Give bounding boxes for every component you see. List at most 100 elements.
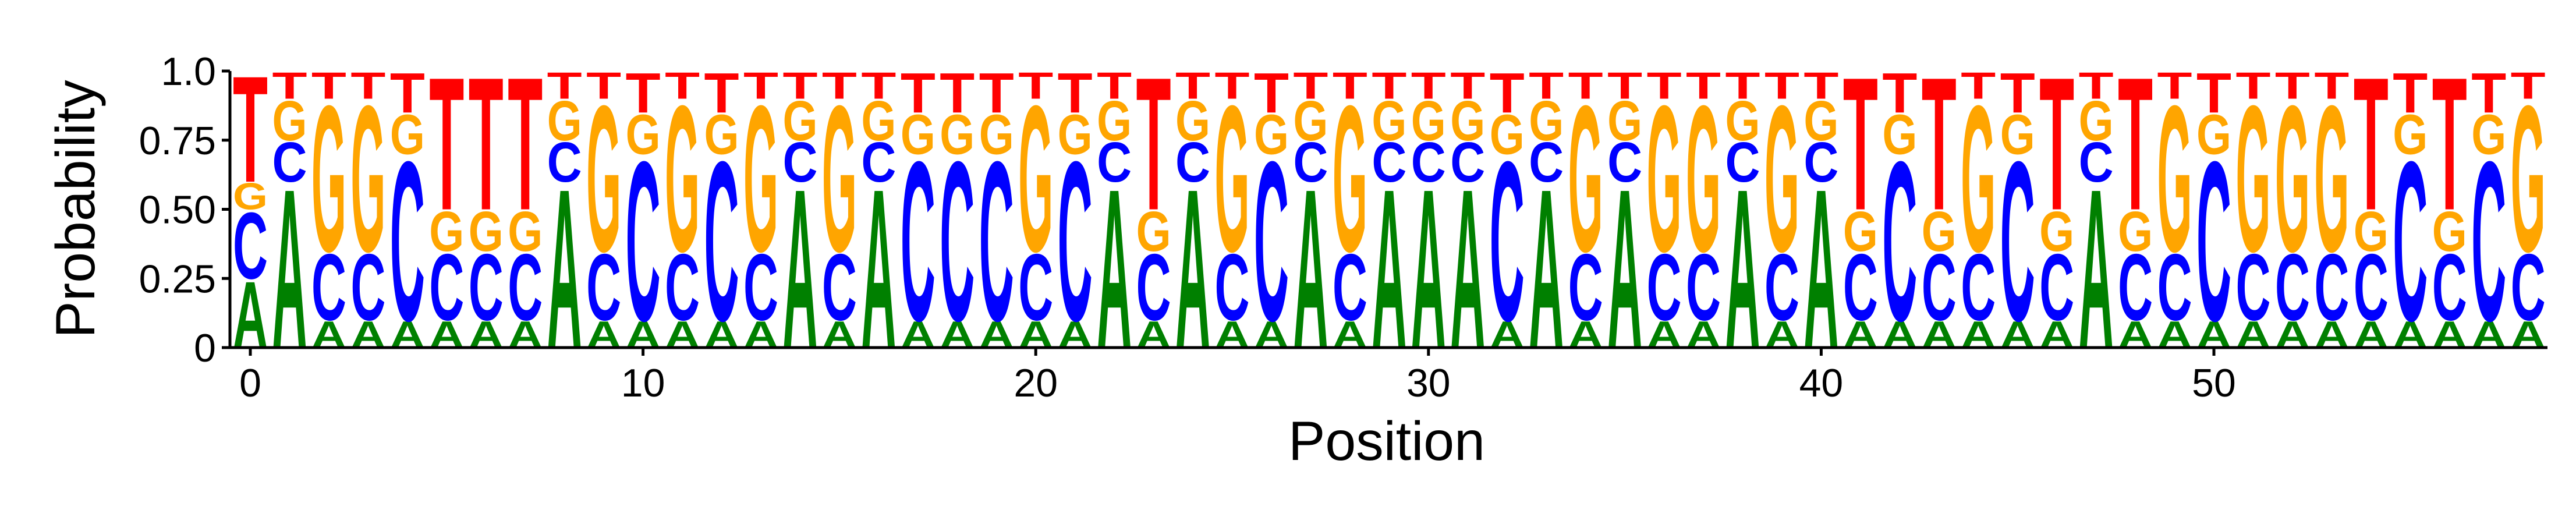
logo-glyph-t: T <box>2196 61 2231 125</box>
logo-glyph-c: C <box>390 114 425 368</box>
logo-glyph-c: C <box>704 114 739 368</box>
logo-glyph-c: C <box>2275 235 2310 340</box>
logo-glyph-c: C <box>1725 131 1760 194</box>
logo-glyph-c: C <box>1058 114 1093 368</box>
logo-glyph-g: G <box>1568 62 1603 295</box>
logo-glyph-g: G <box>2471 102 2506 167</box>
logo-glyph-c: C <box>469 235 504 340</box>
logo-glyph-c: C <box>1843 235 1878 340</box>
y-tick-label: 0 <box>194 326 216 370</box>
logo-glyph-c: C <box>1018 235 1053 340</box>
logo-glyph-g: G <box>2118 199 2153 263</box>
logo-glyph-t: T <box>1803 65 1838 107</box>
logo-glyph-c: C <box>1607 131 1642 194</box>
logo-glyph-c: C <box>1175 131 1210 194</box>
logo-glyph-g: G <box>469 199 504 263</box>
logo-glyph-c: C <box>1136 235 1171 340</box>
logo-glyph-g: G <box>2393 102 2428 167</box>
logo-glyph-c: C <box>311 235 346 340</box>
logo-glyph-t: T <box>1843 37 1878 249</box>
logo-glyph-g: G <box>272 88 307 153</box>
logo-glyph-t: T <box>1882 61 1917 125</box>
logo-glyph-g: G <box>1018 62 1053 295</box>
logo-glyph-g: G <box>822 62 857 295</box>
y-axis-title: Probability <box>45 80 107 338</box>
logo-glyph-g: G <box>1961 62 1996 295</box>
logo-glyph-c: C <box>1097 131 1132 194</box>
logo-glyph-g: G <box>508 199 543 263</box>
logo-glyph-t: T <box>940 61 975 125</box>
logo-glyph-c: C <box>782 131 817 194</box>
logo-glyph-a: A <box>1372 141 1406 396</box>
logo-glyph-t: T <box>626 61 661 125</box>
logo-glyph-g: G <box>2354 199 2389 263</box>
logo-glyph-t: T <box>1136 37 1171 249</box>
logo-glyph-c: C <box>1254 114 1289 368</box>
logo-glyph-g: G <box>743 62 778 295</box>
logo-glyph-g: G <box>704 102 739 167</box>
x-tick-label: 0 <box>239 361 261 405</box>
logo-glyph-t: T <box>508 37 543 249</box>
logo-glyph-g: G <box>1725 88 1760 153</box>
logo-glyph-c: C <box>2314 235 2349 340</box>
logo-glyph-c: C <box>1333 235 1367 340</box>
logo-glyph-t: T <box>2511 65 2546 107</box>
logo-glyph-g: G <box>311 62 346 295</box>
logo-glyph-t: T <box>2354 37 2389 249</box>
logo-glyph-g: G <box>861 88 896 153</box>
y-tick-label: 0.75 <box>139 119 216 163</box>
x-ticks: 0 10 20 30 40 50 <box>239 348 2236 405</box>
logo-glyph-t: T <box>1922 37 1957 249</box>
logo-glyph-t: T <box>2393 61 2428 125</box>
logo-glyph-t: T <box>350 65 385 107</box>
logo-glyph-t: T <box>1961 65 1996 107</box>
logo-glyph-g: G <box>1607 88 1642 153</box>
logo-glyph-t: T <box>1293 65 1328 107</box>
logo-glyph-t: T <box>1215 65 1250 107</box>
logo-glyph-t: T <box>2275 65 2310 107</box>
logo-glyph-t: T <box>1372 65 1406 107</box>
logo-glyph-a: A <box>1175 141 1210 396</box>
logo-glyph-t: T <box>1018 65 1053 107</box>
logo-glyph-c: C <box>2039 235 2074 340</box>
logo-glyph-g: G <box>1333 62 1367 295</box>
logo-glyph-g: G <box>1764 62 1799 295</box>
logo-glyph-a: A <box>861 141 896 396</box>
logo-glyph-g: G <box>429 199 464 263</box>
logo-glyph-a: A <box>782 141 817 396</box>
logo-glyph-t: T <box>547 65 582 107</box>
logo-glyph-c: C <box>2471 114 2506 368</box>
logo-glyph-g: G <box>1686 62 1721 295</box>
logo-glyph-t: T <box>469 37 504 249</box>
logo-glyph-g: G <box>2314 62 2349 295</box>
y-ticks: 0 0.25 0.50 0.75 1.0 <box>139 49 230 370</box>
logo-glyph-g: G <box>665 62 700 295</box>
logo-glyph-t: T <box>1490 61 1525 125</box>
logo-glyph-c: C <box>1450 131 1485 194</box>
logo-glyph-c: C <box>1882 114 1917 368</box>
logo-glyph-a: A <box>1450 141 1485 396</box>
logo-glyph-c: C <box>1372 131 1406 194</box>
logo-glyph-t: T <box>1686 65 1721 107</box>
logo-glyph-t: T <box>1647 65 1682 107</box>
logo-glyph-t: T <box>1333 65 1367 107</box>
y-tick-label: 0.50 <box>139 188 216 232</box>
logo-glyph-c: C <box>1568 235 1603 340</box>
logo-glyph-g: G <box>626 102 661 167</box>
logo-glyph-t: T <box>2471 61 2506 125</box>
logo-glyph-t: T <box>861 65 896 107</box>
logo-glyph-c: C <box>1529 131 1564 194</box>
logo-glyph-g: G <box>1647 62 1682 295</box>
logo-glyph-c: C <box>1961 235 1996 340</box>
logo-glyph-c: C <box>1686 235 1721 340</box>
logo-glyph-t: T <box>979 61 1014 125</box>
logo-glyph-c: C <box>1214 235 1249 340</box>
y-tick-label: 0.25 <box>139 257 216 301</box>
logo-glyph-t: T <box>272 65 307 107</box>
logo-glyph-a: A <box>272 141 307 396</box>
logo-glyph-g: G <box>1372 88 1406 153</box>
logo-glyph-t: T <box>1764 65 1799 107</box>
logo-glyph-a: A <box>2079 141 2114 396</box>
